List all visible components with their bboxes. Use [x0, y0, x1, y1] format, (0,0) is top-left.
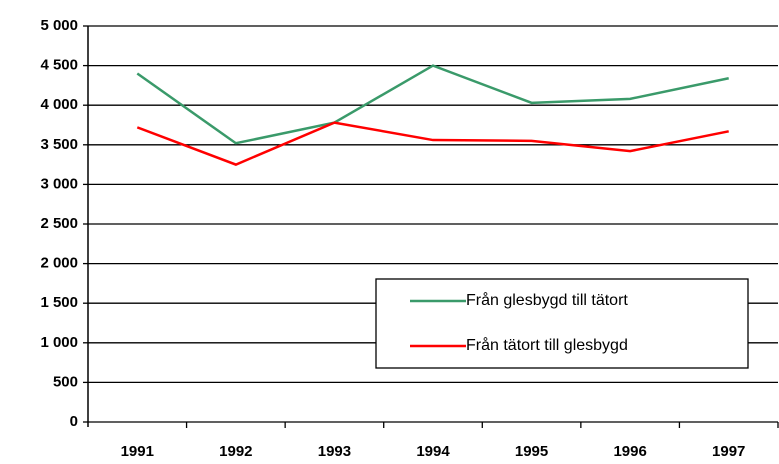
- legend-box: [375, 278, 749, 369]
- x-tick-label: 1997: [712, 443, 745, 460]
- y-tick-label: 4 000: [40, 96, 78, 113]
- y-tick-label: 4 500: [40, 57, 78, 74]
- y-tick-label: 3 000: [40, 175, 78, 192]
- y-tick-label: 2 500: [40, 215, 78, 232]
- x-tick-label: 1993: [318, 443, 351, 460]
- y-tick-label: 3 500: [40, 136, 78, 153]
- series-line: [136, 64, 729, 145]
- y-tick-label: 0: [70, 413, 78, 430]
- legend-label: Från glesbygd till tätort: [466, 291, 628, 309]
- x-tick-label: 1996: [613, 443, 646, 460]
- y-tick-label: 1 000: [40, 334, 78, 351]
- legend: Från glesbygd till tätort Från tätort til…: [375, 278, 749, 369]
- y-tick-label: 5 000: [40, 17, 78, 34]
- series-line: [136, 121, 729, 166]
- x-tick-label: 1994: [416, 443, 450, 460]
- y-tick-label: 2 000: [40, 255, 78, 272]
- legend-label: Från tätort till glesbygd: [466, 336, 628, 354]
- x-tick-label: 1991: [121, 443, 154, 460]
- y-tick-label: 1 500: [40, 294, 78, 311]
- y-tick-label: 500: [53, 373, 78, 390]
- x-tick-label: 1992: [219, 443, 252, 460]
- x-tick-label: 1995: [515, 443, 548, 460]
